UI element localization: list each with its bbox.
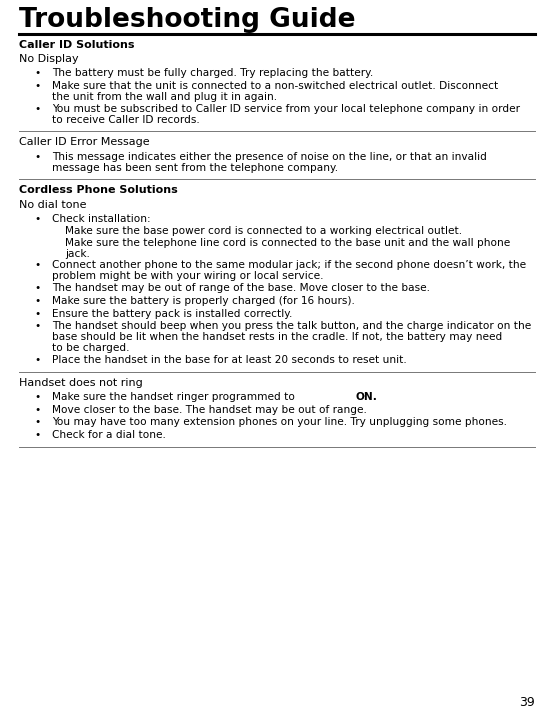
Text: Make sure that the unit is connected to a non-switched electrical outlet. Discon: Make sure that the unit is connected to … — [52, 81, 498, 91]
Text: •: • — [34, 404, 41, 415]
Text: •: • — [34, 81, 41, 91]
Text: Caller ID Solutions: Caller ID Solutions — [19, 40, 135, 50]
Text: base should be lit when the handset rests in the cradle. If not, the battery may: base should be lit when the handset rest… — [52, 332, 502, 342]
Text: message has been sent from the telephone company.: message has been sent from the telephone… — [52, 162, 338, 172]
Text: •: • — [34, 309, 41, 319]
Text: •: • — [34, 296, 41, 306]
Text: You must be subscribed to Caller ID service from your local telephone company in: You must be subscribed to Caller ID serv… — [52, 104, 520, 114]
Text: •: • — [34, 430, 41, 440]
Text: to receive Caller ID records.: to receive Caller ID records. — [52, 115, 200, 125]
Text: No dial tone: No dial tone — [19, 200, 87, 210]
Text: The handset may be out of range of the base. Move closer to the base.: The handset may be out of range of the b… — [52, 283, 430, 293]
Text: jack.: jack. — [65, 249, 89, 259]
Text: •: • — [34, 392, 41, 402]
Text: Cordless Phone Solutions: Cordless Phone Solutions — [19, 185, 178, 195]
Text: Connect another phone to the same modular jack; if the second phone doesn’t work: Connect another phone to the same modula… — [52, 260, 526, 270]
Text: •: • — [34, 152, 41, 162]
Text: •: • — [34, 214, 41, 224]
Text: •: • — [34, 260, 41, 270]
Text: problem might be with your wiring or local service.: problem might be with your wiring or loc… — [52, 271, 324, 281]
Text: Check for a dial tone.: Check for a dial tone. — [52, 430, 166, 440]
Text: Place the handset in the base for at least 20 seconds to reset unit.: Place the handset in the base for at lea… — [52, 355, 407, 366]
Text: No Display: No Display — [19, 54, 79, 64]
Text: Ensure the battery pack is installed correctly.: Ensure the battery pack is installed cor… — [52, 309, 293, 319]
Text: Check installation:: Check installation: — [52, 214, 151, 224]
Text: •: • — [34, 355, 41, 366]
Text: •: • — [34, 417, 41, 428]
Text: The handset should beep when you press the talk button, and the charge indicator: The handset should beep when you press t… — [52, 322, 531, 331]
Text: Make sure the handset ringer programmed to: Make sure the handset ringer programmed … — [52, 392, 299, 402]
Text: You may have too many extension phones on your line. Try unplugging some phones.: You may have too many extension phones o… — [52, 417, 507, 428]
Text: This message indicates either the presence of noise on the line, or that an inva: This message indicates either the presen… — [52, 152, 487, 162]
Text: the unit from the wall and plug it in again.: the unit from the wall and plug it in ag… — [52, 92, 277, 102]
Text: 39: 39 — [519, 696, 535, 709]
Text: •: • — [34, 322, 41, 331]
Text: ON.: ON. — [355, 392, 377, 402]
Text: to be charged.: to be charged. — [52, 342, 130, 353]
Text: Handset does not ring: Handset does not ring — [19, 378, 143, 388]
Text: Make sure the battery is properly charged (for 16 hours).: Make sure the battery is properly charge… — [52, 296, 355, 306]
Text: •: • — [34, 283, 41, 293]
Text: Move closer to the base. The handset may be out of range.: Move closer to the base. The handset may… — [52, 404, 367, 415]
Text: •: • — [34, 68, 41, 79]
Text: Make sure the base power cord is connected to a working electrical outlet.: Make sure the base power cord is connect… — [65, 226, 462, 236]
Text: •: • — [34, 104, 41, 114]
Text: Troubleshooting Guide: Troubleshooting Guide — [19, 7, 356, 33]
Text: The battery must be fully charged. Try replacing the battery.: The battery must be fully charged. Try r… — [52, 68, 373, 79]
Text: Make sure the telephone line cord is connected to the base unit and the wall pho: Make sure the telephone line cord is con… — [65, 238, 510, 248]
Text: Caller ID Error Message: Caller ID Error Message — [19, 138, 150, 147]
